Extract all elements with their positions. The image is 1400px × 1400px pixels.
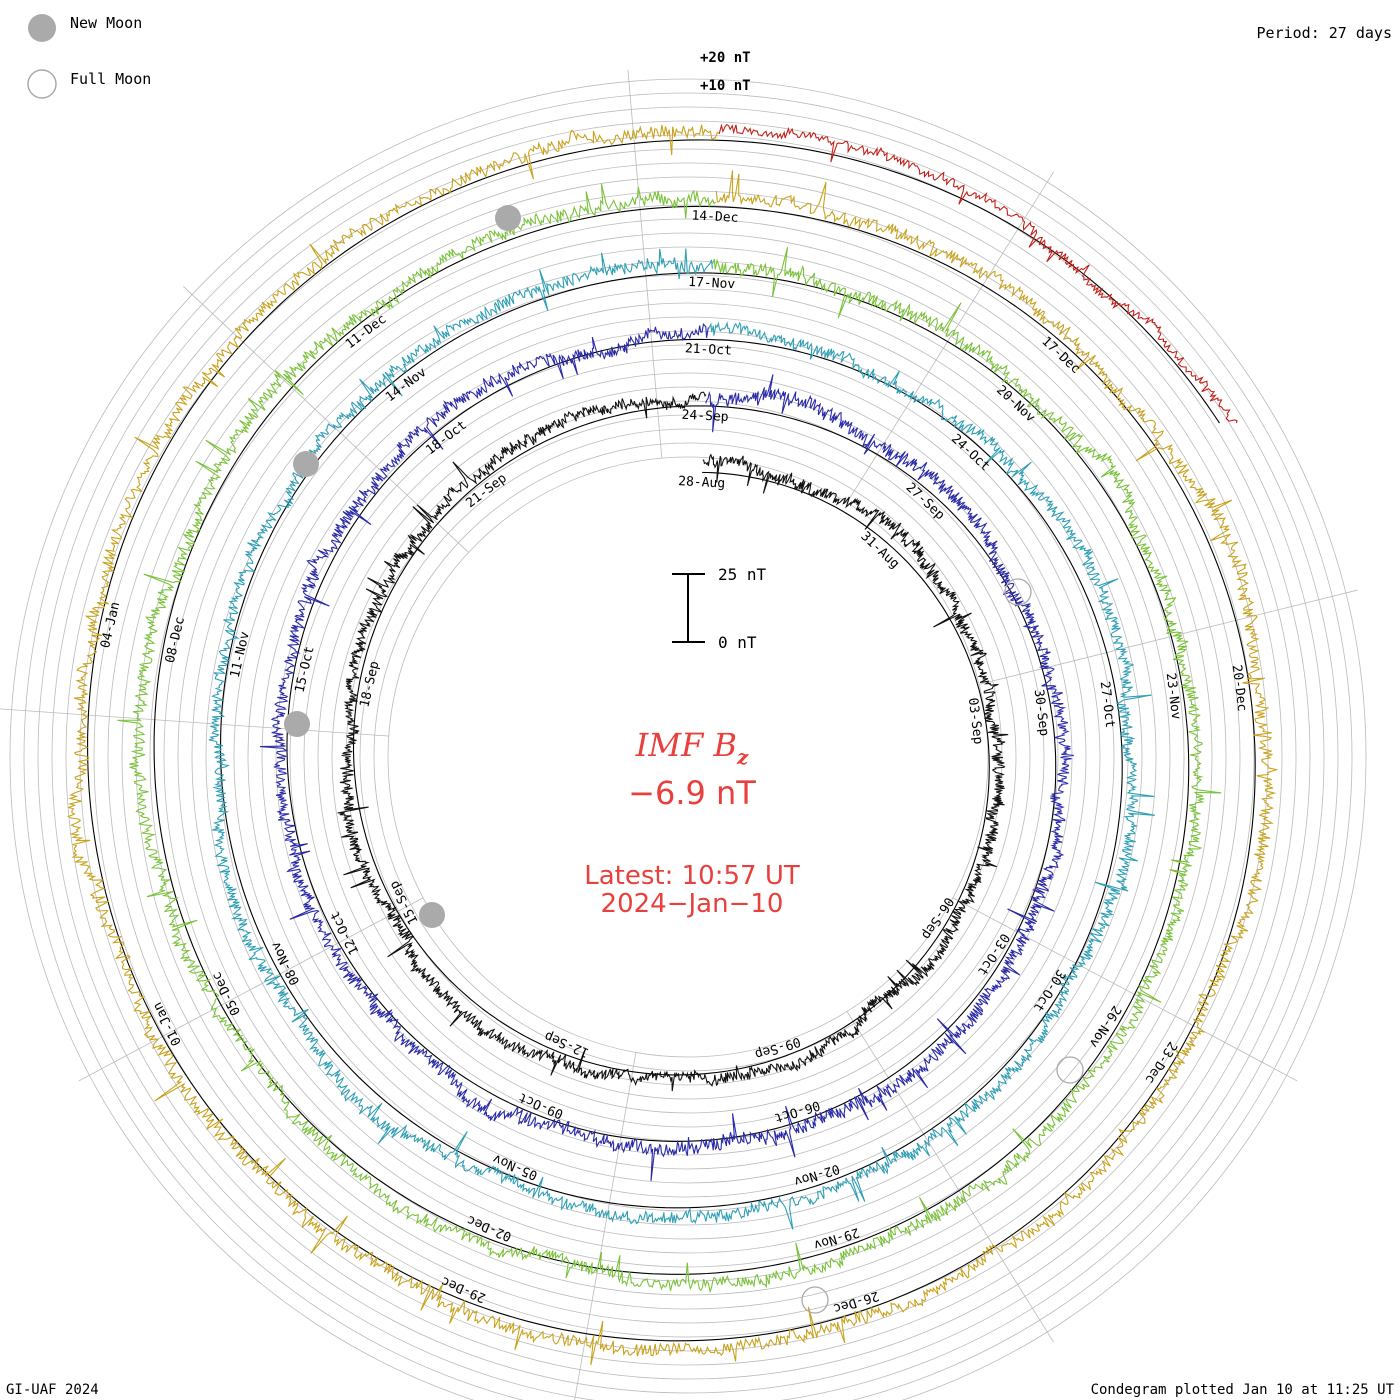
latest-date: 2024−Jan−10 <box>601 889 784 919</box>
grid-ring <box>233 302 1143 1212</box>
spoke-line <box>952 897 1298 1082</box>
grid-ring <box>37 106 1339 1400</box>
date-label: 26-Dec <box>831 1288 880 1316</box>
scale-bar: 25 nT 0 nT <box>672 565 767 652</box>
grid-ring <box>275 344 1101 1170</box>
grid-ring <box>359 428 1017 1086</box>
ring-baseline <box>718 139 1220 424</box>
grid-ring <box>317 386 1059 1128</box>
scale-bottom-label: 0 nT <box>718 633 757 652</box>
spoke-line <box>846 171 1054 503</box>
grid-ring <box>93 162 1283 1352</box>
grid-ring <box>9 78 1367 1400</box>
date-label: 20-Dec <box>1229 664 1250 712</box>
date-label: 30-Sep <box>1031 689 1052 738</box>
grid-ring <box>205 274 1171 1240</box>
new-moon-marker <box>419 902 445 928</box>
full-moon-marker <box>1004 578 1032 606</box>
spoke-line <box>627 69 663 459</box>
full-moon-label: Full Moon <box>70 70 151 88</box>
center-title-sub: z <box>736 745 749 769</box>
bz-trace-ring <box>208 248 1155 1230</box>
new-moon-marker <box>284 711 310 737</box>
date-label: 09-Sep <box>753 1033 802 1061</box>
date-label: 27-Oct <box>1097 680 1118 728</box>
grid-ring <box>345 414 1031 1100</box>
footer-plotted: Condegram plotted Jan 10 at 11:25 UT <box>1091 1382 1395 1398</box>
date-label: 23-Nov <box>1163 672 1184 721</box>
date-label: 03-Sep <box>965 697 986 746</box>
ring-label-plus10: +10 nT <box>700 78 751 94</box>
date-label: 17-Nov <box>688 275 736 292</box>
center-title-main: IMF B <box>635 726 737 764</box>
grid-ring <box>387 456 989 1058</box>
grid-ring <box>191 260 1185 1254</box>
new-moon-label: New Moon <box>70 14 142 32</box>
grid-ring <box>289 358 1087 1156</box>
bz-trace-ring <box>259 323 1074 1181</box>
grid-ring <box>247 316 1129 1198</box>
ring-baseline <box>87 139 1256 1342</box>
date-label: 29-Nov <box>812 1224 861 1252</box>
spoke-line <box>846 1011 1054 1343</box>
date-label: 30-Oct <box>1030 966 1068 1014</box>
new-moon-marker <box>293 451 319 477</box>
ring-baseline <box>352 405 990 1076</box>
current-value: −6.9 nT <box>628 774 756 812</box>
date-label: 14-Dec <box>691 209 739 226</box>
period-label: Period: 27 days <box>1257 24 1392 42</box>
grid-ring <box>79 148 1297 1366</box>
center-title: IMF Bz <box>635 726 749 769</box>
grid-ring <box>51 120 1325 1394</box>
spoke-line <box>0 708 389 737</box>
date-label: 28-Aug <box>678 474 726 491</box>
grid-ring <box>219 288 1157 1226</box>
grid-ring <box>261 330 1115 1184</box>
moon-markers <box>284 205 1084 1314</box>
footer-credit: GI-UAF 2024 <box>6 1382 99 1398</box>
spoke-line <box>574 1052 637 1400</box>
bz-trace-ring <box>718 123 1238 424</box>
latest-time: Latest: 10:57 UT <box>584 861 800 891</box>
bz-trace-ring <box>117 183 1222 1294</box>
spoke-line <box>78 897 424 1082</box>
grid-ring <box>23 92 1353 1400</box>
ring-baseline <box>153 205 1190 1275</box>
full-moon-marker <box>801 1286 829 1314</box>
scale-top-label: 25 nT <box>718 565 767 584</box>
grid-ring <box>163 232 1213 1282</box>
date-label: 24-Sep <box>681 408 729 425</box>
ring-baseline <box>219 272 1123 1209</box>
date-label: 02-Nov <box>792 1161 841 1189</box>
full-moon-marker <box>1056 1056 1084 1084</box>
bz-trace-ring <box>67 124 1279 1366</box>
ring-label-plus20: +20 nT <box>700 50 751 66</box>
date-label: 21-Oct <box>685 341 733 358</box>
new-moon-icon <box>28 14 56 42</box>
data-traces <box>67 123 1279 1366</box>
date-label: 06-Sep <box>918 894 956 942</box>
ring-grid <box>9 78 1367 1400</box>
full-moon-icon <box>27 69 57 99</box>
bz-trace-ring <box>337 391 1009 1092</box>
grid-ring <box>121 190 1255 1324</box>
new-moon-marker <box>495 205 521 231</box>
grid-ring <box>149 218 1227 1296</box>
